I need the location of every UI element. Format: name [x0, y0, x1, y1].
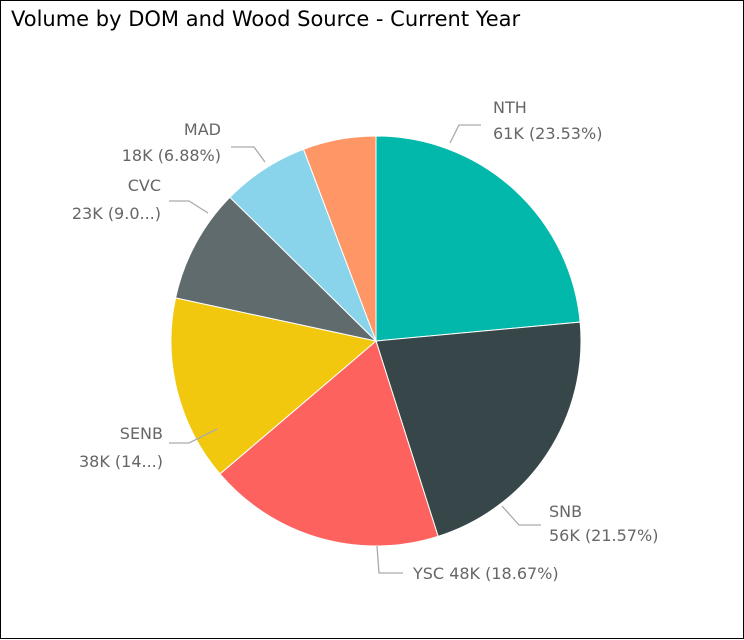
data-label-senb-name: SENB	[120, 424, 163, 443]
data-label-cvc-name: CVC	[128, 176, 161, 195]
data-label-cvc-value: 23K (9.0...)	[72, 204, 161, 223]
data-label-snb-name: SNB	[549, 502, 582, 521]
pie-slice-unlabeled[interactable]	[302, 135, 377, 342]
data-label-senb-value: 38K (14...)	[79, 452, 163, 471]
data-label-mad-name: MAD	[184, 120, 221, 139]
pie-slice-cvc[interactable]	[174, 196, 378, 342]
leader-line-mad	[231, 146, 266, 163]
data-label-nth-value: 61K (23.53%)	[493, 124, 602, 143]
data-label-ysc-name: YSC 48K (18.67%)	[412, 564, 559, 583]
data-label-mad-value: 18K (6.88%)	[122, 146, 221, 165]
leader-line-nth	[449, 124, 481, 144]
leader-line-snb	[501, 505, 541, 526]
pie-slice-ysc[interactable]	[219, 340, 439, 547]
pie-slice-nth[interactable]	[375, 135, 581, 342]
chart-title: Volume by DOM and Wood Source - Current …	[11, 7, 521, 31]
data-label-nth-name: NTH	[493, 98, 527, 117]
pie-slice-senb[interactable]	[170, 297, 378, 475]
data-label-snb-value: 56K (21.57%)	[549, 526, 658, 545]
leader-line-senb	[169, 428, 218, 444]
leader-line-cvc	[169, 200, 209, 214]
leader-line-ysc	[376, 545, 403, 574]
pie-slice-snb[interactable]	[375, 321, 582, 537]
